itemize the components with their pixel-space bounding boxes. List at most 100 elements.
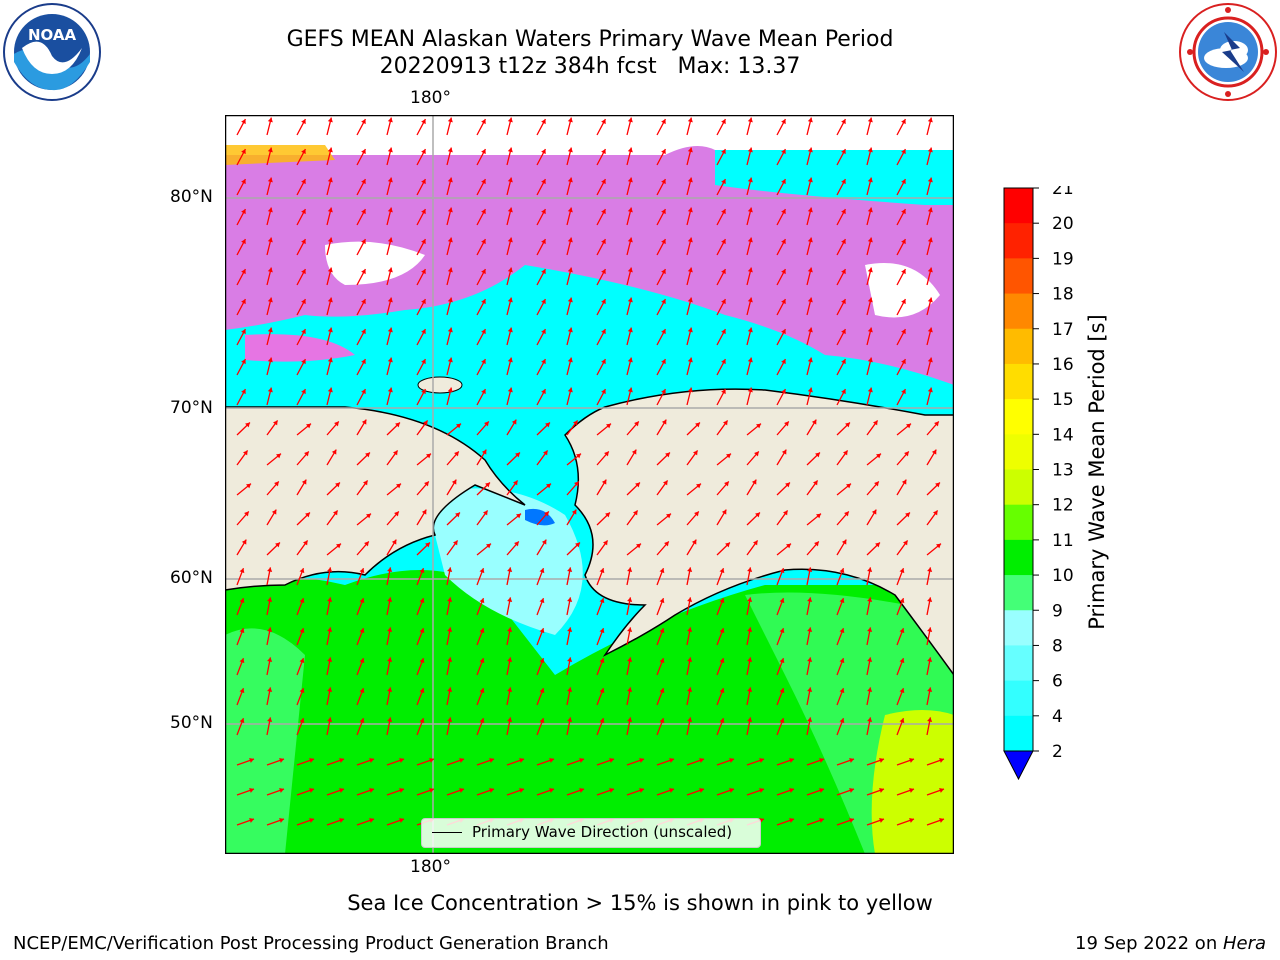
wave-arrow-head: [387, 297, 393, 303]
wave-arrow-head: [927, 717, 933, 723]
ice-free-patch-west: [325, 241, 425, 285]
colorbar-tick-label: 2: [1052, 742, 1063, 762]
wave-arrow-head: [572, 420, 578, 426]
wave-arrow-head: [876, 453, 881, 459]
wave-arrow-head: [814, 541, 819, 547]
map-legend: Primary Wave Direction (unscaled): [421, 818, 761, 848]
wave-arrow-head: [609, 788, 614, 793]
wave-arrow-head: [927, 237, 933, 243]
wave-arrow-head: [807, 687, 813, 693]
wave-arrow-head: [609, 758, 614, 763]
wave-arrow-head: [901, 479, 907, 485]
wave-arrow-head: [419, 718, 425, 724]
wave-arrow-head: [507, 207, 513, 213]
wave-arrow-head: [781, 299, 786, 305]
wave-arrow-head: [687, 717, 693, 723]
wave-arrow-head: [879, 758, 884, 763]
colorbar-segment: [1004, 223, 1033, 259]
wave-arrow-head: [661, 209, 666, 215]
wave-arrow-head: [359, 718, 365, 724]
wave-arrow-head: [549, 758, 554, 763]
wave-arrow-head: [721, 389, 726, 395]
wave-arrow-head: [627, 177, 633, 183]
wave-arrow-head: [899, 628, 905, 634]
wave-arrow-head: [567, 387, 573, 393]
wave-arrow-head: [747, 267, 753, 273]
wave-arrow-head: [479, 718, 485, 724]
wave-arrow-head: [927, 117, 933, 123]
wave-arrow-head: [419, 598, 425, 604]
wave-arrow-head: [939, 788, 944, 793]
wave-arrow-head: [659, 688, 665, 694]
legend-label: Primary Wave Direction (unscaled): [472, 823, 733, 841]
wave-arrow-head: [721, 359, 726, 365]
wave-arrow-head: [602, 540, 608, 546]
wave-arrow-head: [249, 818, 254, 823]
wave-arrow-head: [849, 788, 854, 793]
wave-arrow-head: [699, 788, 704, 793]
wave-arrow-head: [841, 269, 846, 275]
wave-arrow-head: [839, 658, 845, 664]
wave-arrow-head: [391, 539, 397, 545]
wave-arrow-head: [687, 237, 693, 243]
wave-arrow-head: [301, 209, 306, 215]
wave-arrow-head: [507, 327, 513, 333]
wave-arrow-head: [299, 598, 305, 604]
wave-arrow-head: [387, 207, 393, 213]
wave-arrow-head: [661, 119, 666, 125]
ice-edge-yellow: [225, 145, 335, 165]
wave-arrow-head: [511, 419, 517, 425]
wave-arrow-head: [927, 567, 933, 573]
wave-arrow-head: [747, 387, 753, 393]
wave-arrow-head: [279, 818, 284, 823]
wave-arrow-head: [241, 119, 246, 125]
colorbar-segment: [1004, 680, 1033, 717]
wave-arrow-head: [669, 788, 674, 793]
wave-arrow-head: [429, 788, 434, 793]
wave-arrow-head: [567, 657, 573, 663]
wave-arrow-head: [361, 269, 366, 275]
wave-arrow-head: [481, 329, 486, 335]
wave-arrow-head: [239, 568, 245, 574]
wave-arrow-head: [387, 627, 393, 633]
wave-arrow-head: [447, 357, 453, 363]
wave-arrow-head: [807, 327, 813, 333]
wave-arrow-head: [879, 788, 884, 793]
wave-arrow-head: [507, 597, 513, 603]
wave-arrow-head: [724, 481, 729, 487]
colorbar-segment: [1004, 715, 1033, 752]
wave-arrow-head: [387, 387, 393, 393]
wave-arrow-head: [369, 818, 374, 823]
wave-arrow-head: [692, 450, 698, 456]
wave-arrow-head: [839, 598, 845, 604]
wave-arrow-head: [747, 627, 753, 633]
latitude-label-60: 60°N: [170, 568, 213, 588]
wave-arrow-head: [395, 422, 400, 428]
wave-arrow-head: [267, 147, 273, 153]
wave-arrow-head: [687, 387, 693, 393]
wave-arrow-head: [309, 758, 314, 763]
wave-arrow-head: [392, 450, 398, 456]
wave-arrow-head: [781, 239, 786, 245]
wave-arrow-head: [872, 420, 878, 426]
wave-arrow-head: [327, 597, 333, 603]
wave-arrow-head: [807, 717, 813, 723]
wave-arrow-head: [539, 598, 545, 604]
wave-arrow-head: [454, 451, 459, 457]
wave-arrow-head: [239, 598, 245, 604]
wave-arrow-head: [627, 627, 633, 633]
wave-arrow-head: [604, 451, 609, 457]
wave-arrow-head: [299, 628, 305, 634]
wave-arrow-head: [841, 539, 847, 545]
wave-arrow-head: [661, 299, 666, 305]
wave-arrow-head: [752, 540, 758, 546]
ice-free-patch-east: [865, 263, 940, 318]
wave-arrow-head: [807, 627, 813, 633]
wave-arrow-head: [687, 207, 693, 213]
wave-arrow-head: [481, 119, 486, 125]
wave-arrow-head: [267, 327, 273, 333]
wave-arrow-head: [239, 688, 245, 694]
wave-arrow-head: [631, 449, 637, 455]
wave-arrow-head: [899, 718, 905, 724]
wave-arrow-head: [939, 758, 944, 763]
